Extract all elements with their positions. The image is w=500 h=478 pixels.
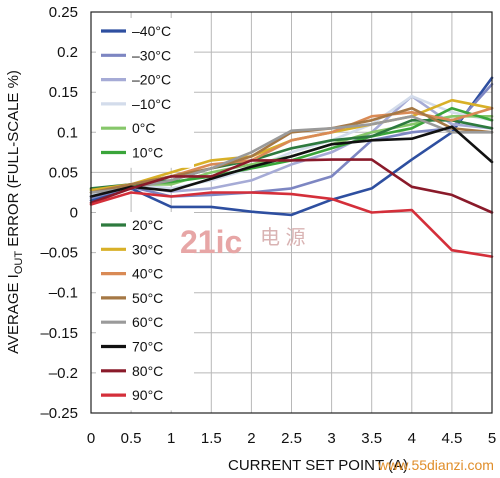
series-line-10	[89, 115, 494, 194]
x-tick-label: 1.5	[201, 430, 222, 447]
legend-label: 20°C	[132, 217, 163, 233]
x-axis-title: CURRENT SET POINT (A)	[228, 457, 408, 474]
series-line-11	[89, 125, 494, 198]
x-tick-label: 1	[167, 430, 175, 447]
series-line-3	[89, 94, 494, 197]
x-tick-label: 0.5	[121, 430, 142, 447]
y-tick-label: 0	[70, 205, 78, 222]
legend-top: –40°C –30°C –20°C –10°C 0°C 10°C	[96, 18, 194, 168]
legend-label: –40°C	[132, 23, 171, 39]
x-tick-label: 2	[247, 430, 255, 447]
y-tick-label: 0.2	[57, 44, 78, 61]
legend-label: 70°C	[132, 339, 163, 355]
legend-label: 50°C	[132, 290, 163, 306]
legend-label: 40°C	[132, 266, 163, 282]
legend-label: 0°C	[132, 120, 156, 136]
legend-label: 80°C	[132, 363, 163, 379]
watermark-brand-cn: 电 源	[260, 226, 306, 249]
series-line-1	[89, 82, 494, 200]
legend-background	[96, 18, 194, 168]
legend-label: 60°C	[132, 314, 163, 330]
y-axis-title-rest: ERROR (FULL-SCALE %)	[5, 70, 22, 251]
series-lines	[89, 76, 494, 258]
x-tick-labels: 0 0.5 1 1.5 2 2.5 3 3.5 4 4.5 5	[87, 430, 496, 447]
series-line-12	[89, 158, 494, 214]
x-tick-label: 2.5	[281, 430, 302, 447]
y-tick-label: –0.05	[40, 245, 78, 262]
y-tick-label: 0.05	[49, 164, 78, 181]
legend-label: –10°C	[132, 96, 171, 112]
x-tick-label: 3	[327, 430, 335, 447]
legend-bottom: 20°C 30°C 40°C 50°C 60°C 70°C 80°C 90°C	[96, 212, 194, 411]
y-axis-title-subscript: OUT	[13, 251, 25, 275]
y-tick-label: –0.1	[49, 285, 78, 302]
y-tick-label: –0.25	[40, 405, 78, 422]
y-tick-label: 0.15	[49, 84, 78, 101]
x-tick-label: 4.5	[441, 430, 462, 447]
y-tick-label: –0.2	[49, 365, 78, 382]
legend-label: 10°C	[132, 145, 163, 161]
x-tick-label: 0	[87, 430, 95, 447]
legend-label: 30°C	[132, 241, 163, 257]
y-tick-label: 0.1	[57, 124, 78, 141]
series-line-13	[89, 191, 494, 258]
y-tick-labels: 0.25 0.2 0.15 0.1 0.05 0 –0.05 –0.1 –0.15 –0.2 –0.…	[40, 4, 78, 422]
series-line-0	[89, 76, 494, 217]
x-tick-label: 4	[408, 430, 416, 447]
legend-background	[96, 212, 194, 411]
x-tick-label: 5	[488, 430, 496, 447]
y-tick-label: –0.15	[40, 325, 78, 342]
legend-label: –30°C	[132, 47, 171, 63]
x-tick-label: 3.5	[361, 430, 382, 447]
legend-label: 90°C	[132, 387, 163, 403]
plot-frame	[90, 11, 493, 414]
y-axis-title: AVERAGE IOUT ERROR (FULL-SCALE %)	[5, 70, 25, 354]
watermark: 21ic 电 源 www.55dianzi.com	[180, 224, 494, 473]
legend-label: –20°C	[132, 72, 171, 88]
watermark-url: www.55dianzi.com	[377, 457, 494, 473]
y-tick-label: 0.25	[49, 4, 78, 21]
watermark-brand: 21ic	[180, 224, 242, 260]
y-axis-title-main: AVERAGE I	[5, 274, 22, 354]
